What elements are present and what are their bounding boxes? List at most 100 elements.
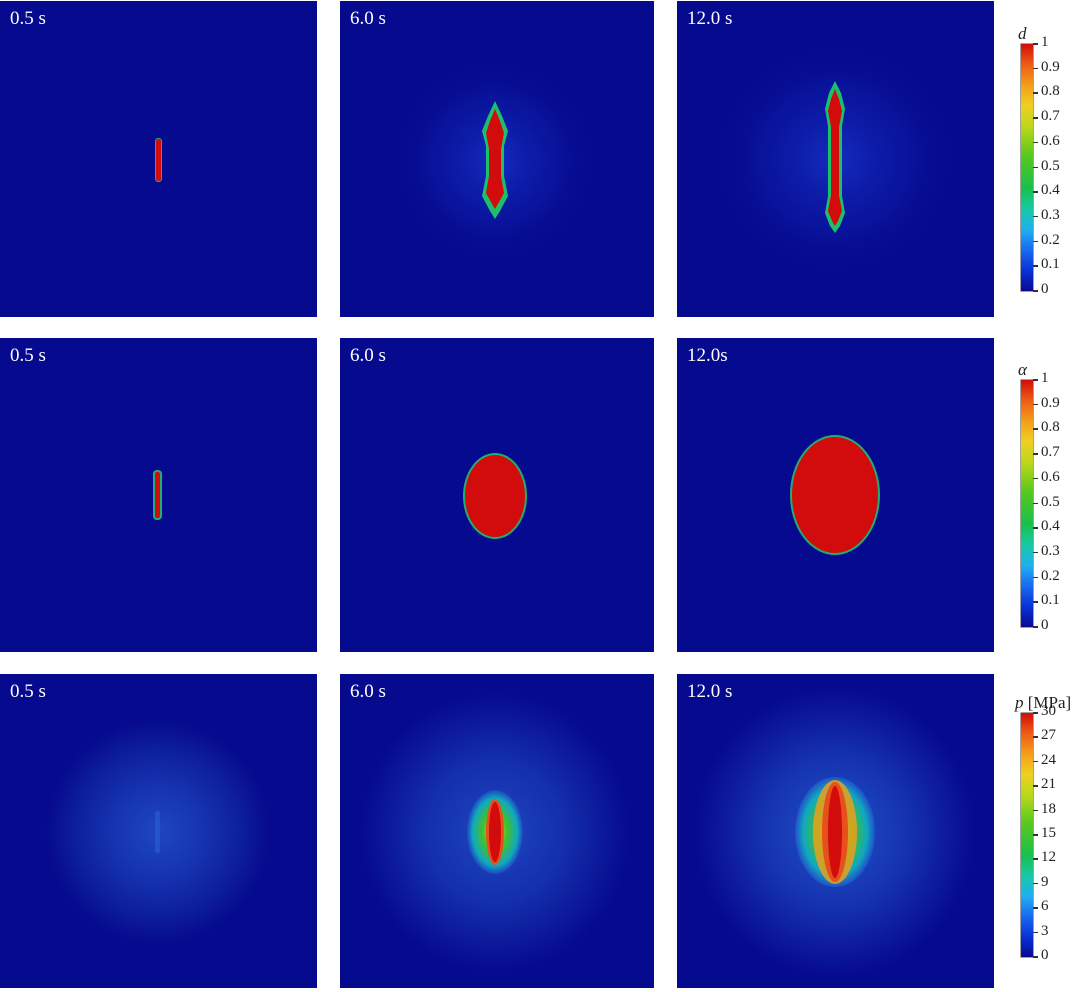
panel-p-12_0s: 12.0 s — [677, 674, 994, 988]
colorbar-tick-label: 0.1 — [1041, 592, 1060, 609]
field-alpha-6_0s — [463, 453, 527, 539]
colorbar-tick-label: 6 — [1041, 898, 1049, 915]
colorbar-tick-mark — [1033, 265, 1038, 267]
time-label: 0.5 s — [10, 8, 46, 29]
colorbar-tick-mark — [1033, 527, 1038, 529]
colorbar-tick-mark — [1033, 477, 1038, 480]
colorbar-tick-mark — [1033, 576, 1038, 579]
time-label: 6.0 s — [350, 345, 386, 366]
panel-alpha-6_0s: 6.0 s — [340, 338, 654, 652]
colorbar-tick-label: 21 — [1041, 776, 1056, 793]
panel-d-0_5s: 0.5 s — [0, 1, 317, 317]
colorbar-tick-mark — [1033, 403, 1038, 406]
colorbar-tick-mark — [1033, 117, 1038, 119]
colorbar-tick-mark — [1033, 240, 1038, 243]
colorbar-tick-mark — [1033, 141, 1038, 144]
colorbar-tick-label: 24 — [1041, 751, 1056, 768]
colorbar-tick-label: 0.5 — [1041, 157, 1060, 174]
colorbar-tick-mark — [1033, 67, 1038, 70]
colorbar-tick-mark — [1033, 712, 1038, 714]
time-label: 0.5 s — [10, 681, 46, 702]
colorbar-tick-label: 0.3 — [1041, 206, 1060, 223]
field-p-6_0s — [360, 692, 630, 972]
colorbar-alpha: α 0 0.1 0.2 0.3 0.4 0.5 0.6 0.7 0.8 0.9 1 — [1018, 360, 1076, 633]
colorbar-tick-mark — [1033, 736, 1038, 738]
colorbar-tick-label: 0 — [1041, 947, 1049, 963]
colorbar-tick-label: 15 — [1041, 825, 1056, 841]
colorbar-tick-label: 0.6 — [1041, 132, 1060, 149]
colorbar-tick-mark — [1033, 191, 1038, 193]
panel-p-6_0s: 6.0 s — [340, 674, 654, 988]
colorbar-tick-mark — [1033, 931, 1038, 934]
colorbar-tick-label: 0 — [1041, 617, 1049, 633]
colorbar-tick-mark — [1033, 858, 1038, 860]
colorbar-tick-label: 0.6 — [1041, 468, 1060, 485]
panel-alpha-0_5s: 0.5 s — [0, 338, 317, 652]
colorbar-tick-label: 18 — [1041, 800, 1056, 817]
colorbar-tick-mark — [1033, 43, 1038, 45]
colorbar-tick-mark — [1033, 551, 1038, 554]
colorbar-tick-mark — [1033, 760, 1038, 763]
colorbar-tick-label: 0.8 — [1041, 83, 1060, 100]
time-label: 6.0 s — [350, 8, 386, 29]
colorbar-tick-label: 9 — [1041, 873, 1049, 890]
colorbar-tick-label: 0.7 — [1041, 444, 1060, 461]
colorbar-d: d 0 0.1 0.2 0.3 0.4 0.5 0.6 0.7 0.8 0.9 1 — [1018, 24, 1076, 297]
field-d-0_5s — [155, 138, 162, 182]
field-alpha-12_0s — [790, 435, 880, 555]
colorbar-tick-mark — [1033, 379, 1038, 381]
time-label: 12.0s — [687, 345, 728, 366]
colorbar-tick-label: 0.5 — [1041, 493, 1060, 510]
colorbar-tick-mark — [1033, 907, 1038, 909]
time-label: 12.0 s — [687, 8, 733, 29]
colorbar-tick-label: 1 — [1041, 34, 1049, 50]
panel-alpha-12_0s: 12.0s — [677, 338, 994, 652]
colorbar-tick-label: 1 — [1041, 370, 1049, 386]
colorbar-tick-label: 0.1 — [1041, 256, 1060, 273]
field-d-12_0s — [710, 39, 960, 279]
colorbar-tick-label: 0.2 — [1041, 567, 1060, 584]
colorbar-tick-label: 0 — [1041, 281, 1049, 297]
colorbar-tick-label: 0.2 — [1041, 231, 1060, 248]
colorbar-tick-label: 0.7 — [1041, 108, 1060, 125]
panel-d-6_0s: 6.0 s — [340, 1, 654, 317]
colorbar-tick-label: 27 — [1041, 727, 1056, 744]
field-p-12_0s — [695, 687, 975, 977]
panel-p-0_5s: 0.5 s — [0, 674, 317, 988]
colorbar-tick-label: 0.4 — [1041, 518, 1060, 535]
colorbar-tick-label: 0.8 — [1041, 419, 1060, 436]
colorbar-tick-mark — [1033, 882, 1038, 885]
field-d-6_0s — [390, 56, 600, 266]
colorbar-tick-mark — [1033, 626, 1038, 628]
colorbar-title: α — [1018, 360, 1027, 379]
colorbar-tick-label: 0.4 — [1041, 182, 1060, 199]
colorbar-tick-label: 0.9 — [1041, 58, 1060, 75]
colorbar-p: p [MPa] 0 3 6 9 12 15 18 21 24 27 30 — [1015, 693, 1076, 963]
colorbar-tick-mark — [1033, 428, 1038, 430]
colorbar-tick-mark — [1033, 785, 1038, 787]
colorbar-tick-label: 0.9 — [1041, 394, 1060, 411]
colorbar-title: d — [1018, 24, 1027, 43]
colorbar-gradient — [1021, 380, 1033, 627]
colorbar-tick-label: 12 — [1041, 849, 1056, 866]
field-p-0_5s — [46, 720, 270, 944]
colorbar-tick-mark — [1033, 166, 1038, 168]
colorbar-gradient — [1021, 713, 1033, 957]
field-alpha-0_5s — [153, 470, 162, 520]
colorbar-tick-label: 0.3 — [1041, 542, 1060, 559]
colorbar-tick-mark — [1033, 215, 1038, 218]
colorbar-tick-label: 3 — [1041, 922, 1049, 939]
colorbar-title: p [MPa] — [1015, 693, 1072, 712]
colorbar-gradient — [1021, 44, 1033, 291]
colorbar-tick-mark — [1033, 956, 1038, 958]
colorbar-tick-mark — [1033, 809, 1038, 812]
time-label: 6.0 s — [350, 681, 386, 702]
time-label: 0.5 s — [10, 345, 46, 366]
time-label: 12.0 s — [687, 681, 733, 702]
colorbar-tick-mark — [1033, 502, 1038, 504]
colorbar-tick-mark — [1033, 453, 1038, 455]
colorbar-tick-mark — [1033, 601, 1038, 603]
colorbar-tick-label: 30 — [1041, 703, 1056, 719]
colorbar-tick-mark — [1033, 834, 1038, 836]
colorbar-tick-mark — [1033, 92, 1038, 94]
